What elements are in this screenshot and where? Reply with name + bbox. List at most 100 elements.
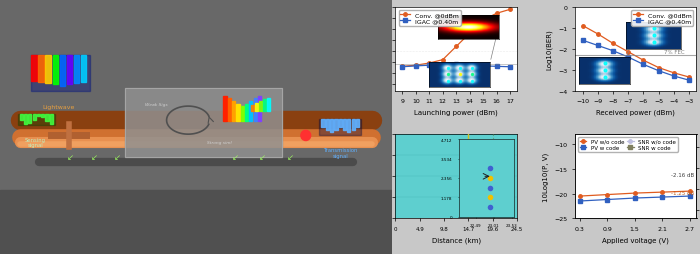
Text: +1.5 dB: +1.5 dB <box>606 64 628 69</box>
IGAC @0.40m <box>479 65 487 68</box>
IGAC @0.40m <box>398 66 407 69</box>
Bar <box>0 190 392 254</box>
Text: ↙: ↙ <box>259 153 266 162</box>
IGAC @0.40m <box>654 70 663 73</box>
PV w code <box>575 200 584 203</box>
Bar <box>46 114 48 122</box>
Ellipse shape <box>301 131 311 141</box>
IGAC @0.40m <box>506 66 514 69</box>
Text: Strong siml: Strong siml <box>207 140 232 145</box>
Conv. @0dBm <box>609 43 617 46</box>
Bar <box>60 56 65 86</box>
IGAC @0.40m <box>425 65 433 68</box>
Line: IGAC @0.40m: IGAC @0.40m <box>400 63 512 69</box>
Y-axis label: Time (ns): Time (ns) <box>360 160 367 193</box>
Bar <box>37 114 40 117</box>
Text: ↙: ↙ <box>286 153 293 162</box>
Conv. @0dBm <box>479 19 487 22</box>
Y-axis label: 10Log10(P, V): 10Log10(P, V) <box>542 152 549 201</box>
Line: Conv. @0dBm: Conv. @0dBm <box>581 25 691 80</box>
X-axis label: Applied voltage (V): Applied voltage (V) <box>603 236 669 243</box>
Conv. @0dBm <box>594 33 602 36</box>
PV w code <box>685 195 694 198</box>
Bar <box>249 102 253 122</box>
Text: 7% FEC: 7% FEC <box>664 50 685 55</box>
Bar <box>330 119 333 132</box>
Bar <box>259 102 262 112</box>
PV w code <box>631 197 639 200</box>
Bar <box>41 114 44 118</box>
IGAC @0.40m <box>624 56 632 59</box>
Conv. @0dBm <box>639 59 648 62</box>
IGAC @0.40m <box>412 65 420 68</box>
Bar <box>32 114 36 120</box>
Bar <box>38 56 44 83</box>
Conv. @0dBm <box>506 9 514 12</box>
Legend: Conv. @0dBm, IGAC @0.40m: Conv. @0dBm, IGAC @0.40m <box>631 11 694 26</box>
Line: PV w/o code: PV w/o code <box>578 190 692 198</box>
Text: ↙: ↙ <box>67 153 74 162</box>
Conv. @0dBm <box>466 33 474 36</box>
Bar <box>50 114 53 124</box>
Legend: PV w/o code, PV w code, SNR w/o code, SNR w code: PV w/o code, PV w code, SNR w/o code, SN… <box>578 138 678 152</box>
IGAC @0.40m <box>685 79 693 82</box>
Bar <box>28 114 32 124</box>
Bar <box>321 119 325 127</box>
Bar <box>32 56 90 91</box>
Text: -2.16 dB: -2.16 dB <box>671 173 694 178</box>
Bar <box>46 56 51 84</box>
Conv. @0dBm <box>412 65 420 68</box>
Bar <box>267 98 270 112</box>
Bar <box>326 119 329 131</box>
Bar <box>66 56 72 85</box>
Bar <box>237 104 239 122</box>
Text: ↙: ↙ <box>114 153 121 162</box>
IGAC @0.40m <box>452 63 461 66</box>
Bar <box>356 119 359 128</box>
Bar <box>251 105 254 112</box>
Text: -1.25 dB: -1.25 dB <box>671 190 694 195</box>
Bar <box>347 119 351 132</box>
IGAC @0.40m <box>669 75 678 78</box>
Bar <box>351 119 355 130</box>
Y-axis label: Log10(BER): Log10(BER) <box>360 29 368 70</box>
Bar <box>223 97 227 122</box>
IGAC @0.40m <box>594 45 602 48</box>
X-axis label: Received power (dBm): Received power (dBm) <box>596 109 676 116</box>
Bar <box>241 107 244 122</box>
Bar <box>20 114 22 121</box>
PV w/o code <box>603 193 611 196</box>
Conv. @0dBm <box>452 46 461 49</box>
PV w/o code <box>575 195 584 198</box>
Bar <box>255 104 258 112</box>
Bar <box>228 99 231 122</box>
PV w/o code <box>631 192 639 195</box>
Bar <box>262 100 266 112</box>
Text: Sensing
signal: Sensing signal <box>25 137 46 148</box>
Bar <box>24 114 27 124</box>
X-axis label: Launching power (dBm): Launching power (dBm) <box>414 109 498 116</box>
Bar <box>319 119 360 136</box>
IGAC @0.40m <box>492 66 500 69</box>
Conv. @0dBm <box>685 76 693 79</box>
Bar <box>52 56 58 85</box>
Bar <box>18 114 55 126</box>
Bar <box>80 56 86 83</box>
Bar <box>343 119 346 131</box>
Text: ↙: ↙ <box>232 153 239 162</box>
Line: Conv. @0dBm: Conv. @0dBm <box>400 9 512 69</box>
Bar <box>335 119 337 131</box>
Polygon shape <box>125 89 282 157</box>
Bar <box>32 56 37 81</box>
PV w/o code <box>658 191 666 194</box>
Conv. @0dBm <box>669 72 678 75</box>
Bar <box>245 104 248 122</box>
Bar <box>232 102 235 122</box>
Bar <box>253 99 257 122</box>
Text: ↙: ↙ <box>90 153 97 162</box>
X-axis label: Distance (km): Distance (km) <box>432 236 481 243</box>
Conv. @0dBm <box>654 67 663 70</box>
Bar <box>74 56 79 84</box>
IGAC @0.40m <box>578 40 587 43</box>
PV w code <box>603 198 611 201</box>
